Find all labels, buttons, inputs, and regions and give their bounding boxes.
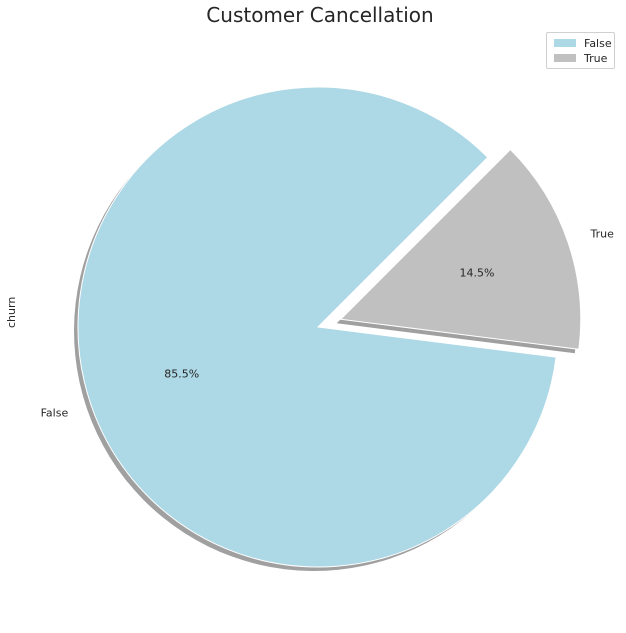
legend-entry-true: True xyxy=(554,51,607,65)
legend-label-false: False xyxy=(584,36,612,50)
slice-true xyxy=(339,148,582,350)
slice-percent-label-true: 14.5% xyxy=(459,267,494,280)
pie-labels: 85.5% False 14.5% True xyxy=(41,228,614,420)
pie-slices xyxy=(77,86,582,568)
slice-category-label-false: False xyxy=(41,407,69,420)
legend-swatch-true xyxy=(554,54,576,62)
slice-false xyxy=(77,86,557,568)
slice-category-label-true: True xyxy=(589,228,614,241)
legend-entry-false: False xyxy=(554,36,612,50)
legend-swatch-false xyxy=(554,39,576,47)
legend-label-true: True xyxy=(584,51,608,65)
legend: False True xyxy=(546,32,615,69)
chart-title: Customer Cancellation xyxy=(206,3,434,27)
slice-percent-label-false: 85.5% xyxy=(164,368,199,381)
